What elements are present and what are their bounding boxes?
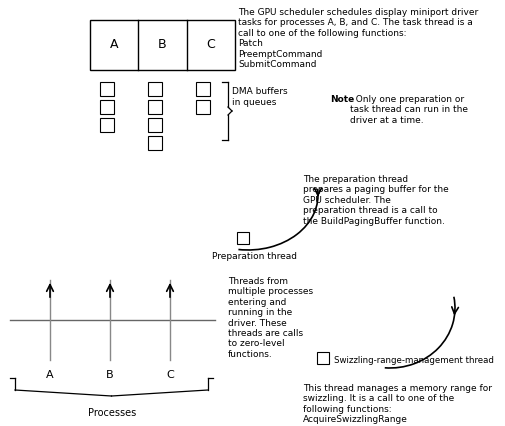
Bar	[316, 352, 328, 364]
Text: B: B	[158, 38, 167, 52]
Bar	[147, 100, 162, 114]
Bar	[147, 136, 162, 150]
Text: The preparation thread
prepares a paging buffer for the
GPU scheduler. The
prepa: The preparation thread prepares a paging…	[302, 175, 448, 226]
Text: C: C	[206, 38, 215, 52]
Bar	[236, 232, 248, 244]
Bar	[147, 118, 162, 132]
Bar	[195, 82, 210, 96]
Text: DMA buffers
in queues: DMA buffers in queues	[231, 87, 287, 106]
Text: Processes: Processes	[88, 408, 136, 418]
Bar	[195, 100, 210, 114]
Text: This thread manages a memory range for
swizzling. It is a call to one of the
fol: This thread manages a memory range for s…	[302, 384, 491, 426]
Text: Swizzling-range-management thread: Swizzling-range-management thread	[333, 356, 493, 365]
Bar	[90, 20, 234, 70]
Text: A: A	[46, 370, 54, 380]
Bar	[100, 100, 114, 114]
Text: Threads from
multiple processes
entering and
running in the
driver. These
thread: Threads from multiple processes entering…	[228, 277, 313, 359]
Bar	[147, 82, 162, 96]
Bar	[100, 82, 114, 96]
Bar	[100, 118, 114, 132]
Text: C: C	[166, 370, 174, 380]
Text: A: A	[110, 38, 118, 52]
Text: Preparation thread: Preparation thread	[212, 252, 297, 261]
Text: B: B	[106, 370, 114, 380]
Text: Only one preparation or
task thread can run in the
driver at a time.: Only one preparation or task thread can …	[349, 95, 467, 125]
Text: The GPU scheduler schedules display miniport driver
tasks for processes A, B, an: The GPU scheduler schedules display mini…	[237, 8, 477, 69]
Text: Note: Note	[329, 95, 353, 104]
